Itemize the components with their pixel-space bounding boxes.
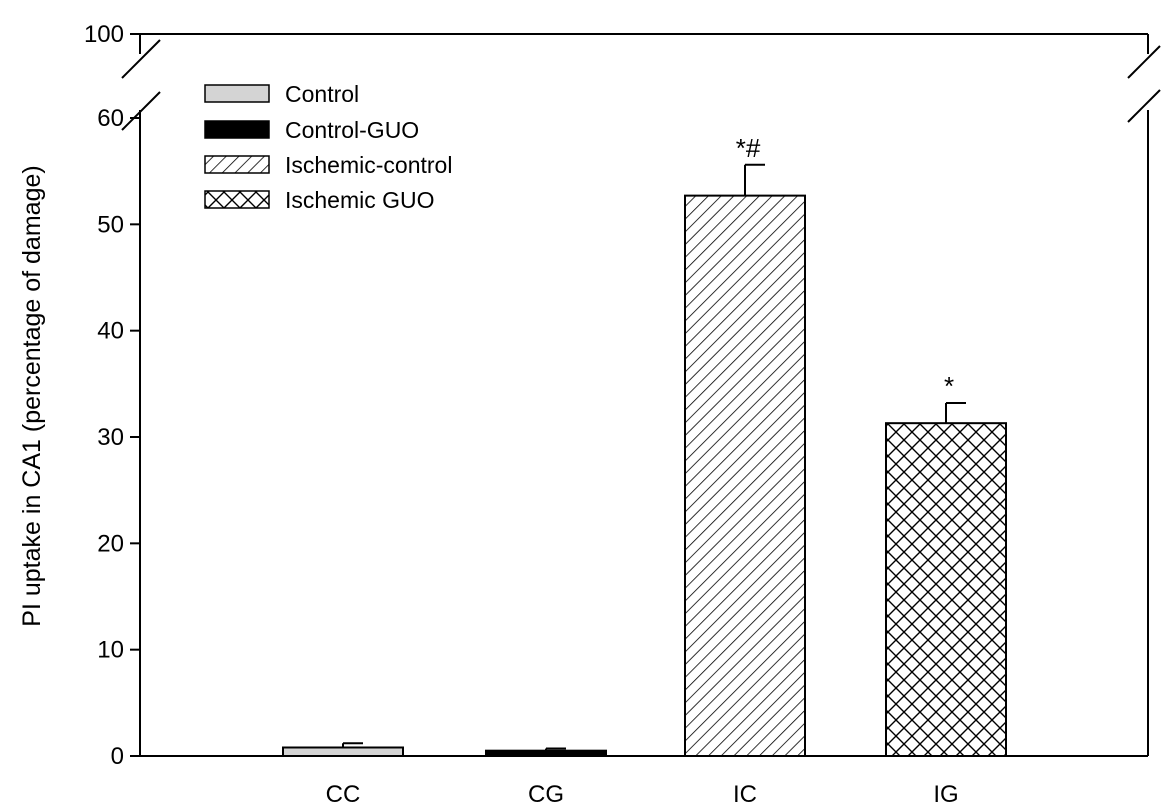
right-break-mark-lower [1127, 89, 1161, 123]
bar-cg [485, 749, 607, 758]
x-axis-labels: CC CG IC IG [326, 781, 959, 808]
y-tick-label: 30 [97, 424, 124, 451]
legend-swatch-control-guo [204, 120, 270, 139]
legend-label-ischemic-control: Ischemic-control [285, 152, 452, 178]
legend-swatch-ischemic-guo [204, 190, 270, 209]
significance-label-ig: * [944, 371, 954, 401]
significance-label-ic: *# [736, 133, 761, 163]
bars: *# * [282, 133, 1007, 758]
y-tick-label: 0 [111, 743, 124, 770]
legend-swatch-control [204, 84, 270, 103]
y-tick-label: 10 [97, 637, 124, 664]
y-axis-label: PI uptake in CA1 (percentage of damage) [18, 165, 46, 626]
x-tick-label: CG [528, 781, 564, 808]
x-tick-label: IG [933, 781, 958, 808]
right-break-mark-upper [1127, 45, 1161, 79]
y-axis: 0 10 20 30 40 50 60 100 [84, 21, 140, 770]
legend-label-control: Control [285, 81, 359, 107]
y-axis-break-mark-lower [121, 91, 161, 131]
y-tick-label: 40 [97, 318, 124, 345]
legend-swatch-ischemic-control [204, 155, 270, 174]
y-tick-label: 50 [97, 211, 124, 238]
y-tick-label: 100 [84, 21, 124, 48]
bar-ig [885, 422, 1007, 757]
y-tick-label: 60 [97, 105, 124, 132]
legend-label-ischemic-guo: Ischemic GUO [285, 187, 435, 213]
x-tick-label: IC [733, 781, 757, 808]
legend-label-control-guo: Control-GUO [285, 117, 419, 143]
bar-cc [282, 746, 404, 758]
x-tick-label: CC [326, 781, 361, 808]
y-tick-label: 20 [97, 530, 124, 557]
bar-ic [684, 194, 806, 757]
y-axis-break-mark-upper [121, 39, 161, 79]
legend: Control Control-GUO Ischemic-control Isc… [204, 81, 452, 213]
